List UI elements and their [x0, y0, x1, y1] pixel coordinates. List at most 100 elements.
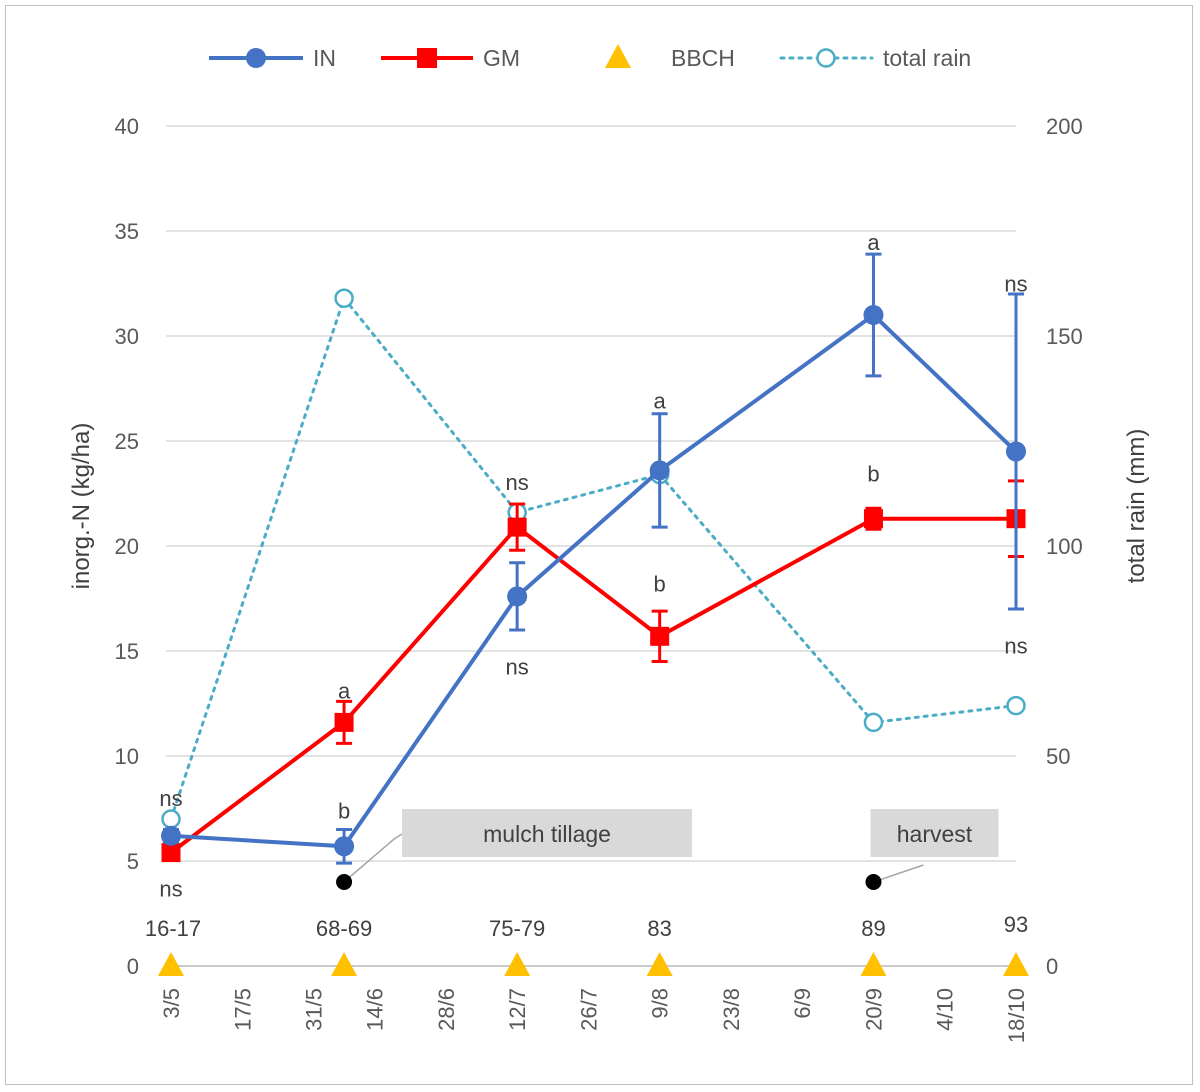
- in-point: [649, 460, 670, 481]
- legend-bbch-label: BBCH: [671, 45, 735, 71]
- x-tick-label: 4/10: [933, 988, 958, 1031]
- sig-gm: ns: [159, 877, 182, 902]
- annotation-leader: [343, 833, 403, 883]
- bbch-marker: [860, 952, 887, 976]
- sig-in: ns: [159, 786, 182, 811]
- x-tick-label: 9/8: [648, 988, 673, 1019]
- annotation-marker: [865, 874, 882, 890]
- annotations: mulch tillage harvest: [336, 809, 999, 890]
- bbch-marker: [331, 952, 358, 976]
- bbch-label: 68-69: [316, 916, 372, 941]
- sig-gm: ns: [506, 470, 529, 495]
- y-tick-label: 40: [115, 114, 139, 139]
- bbch-marker: [504, 952, 531, 976]
- bbch-marker: [646, 952, 673, 976]
- bbch-marker: [1003, 952, 1029, 976]
- gm-point: [161, 843, 181, 863]
- y-axis-right: 0 50 100 150 200: [1046, 114, 1083, 979]
- x-tick-label: 18/10: [1004, 988, 1029, 1043]
- legend-rain-label: total rain: [883, 45, 971, 71]
- annotation-label: harvest: [897, 821, 973, 847]
- x-tick-label: 17/5: [230, 988, 255, 1031]
- chart-frame: 0 5 10 15 20 25 30 35 40 0 50 100 150 200 3/5 17/5 31/…: [5, 5, 1193, 1085]
- y2-tick-label: 50: [1046, 744, 1070, 769]
- chart-svg: 0 5 10 15 20 25 30 35 40 0 50 100 150 200 3/5 17/5 31/…: [68, 44, 1150, 1043]
- x-tick-label: 14/6: [363, 988, 388, 1031]
- legend: IN GM BBCH total rain: [209, 44, 971, 71]
- in-line: [170, 312, 1018, 849]
- series-bbch: 16-17 68-69 75-79 83 89 93: [145, 912, 1029, 976]
- x-axis: 3/5 17/5 31/5 14/6 28/6 12/7 26/7 9/8 23/8 6/9 20/…: [159, 965, 1029, 1043]
- bbch-label: 83: [647, 916, 671, 941]
- rain-point: [161, 809, 181, 829]
- in-point: [161, 825, 181, 846]
- y-axis-title: inorg.-N (kg/ha): [68, 423, 95, 590]
- gm-point: [863, 509, 883, 529]
- bbch-label: 89: [861, 916, 885, 941]
- annotation-box: [870, 809, 999, 857]
- x-tick-label: 28/6: [434, 988, 459, 1031]
- y-tick-label: 30: [115, 324, 139, 349]
- y-tick-label: 15: [115, 639, 139, 664]
- x-tick-label: 26/7: [576, 988, 601, 1031]
- in-point: [334, 836, 355, 857]
- rain-line: [169, 295, 1018, 821]
- y2-axis-title: total rain (mm): [1123, 429, 1150, 584]
- sig-in: b: [338, 798, 350, 823]
- sig-in: a: [867, 230, 880, 255]
- sig-gm: b: [867, 462, 879, 487]
- y-tick-label: 20: [115, 534, 139, 559]
- sig-in: ns: [1004, 272, 1027, 297]
- gm-point: [507, 517, 527, 537]
- x-tick-label: 6/9: [790, 988, 815, 1019]
- x-tick-label: 23/8: [719, 988, 744, 1031]
- legend-in-label: IN: [313, 45, 336, 71]
- x-tick-label: 31/5: [302, 988, 327, 1031]
- series-gm: [161, 479, 1026, 863]
- annotation-leader: [873, 864, 924, 883]
- annotation-marker: [336, 874, 353, 890]
- y-tick-label: 10: [115, 744, 139, 769]
- sig-gm: ns: [1004, 634, 1027, 659]
- sig-gm: a: [338, 678, 351, 703]
- y-tick-label: 0: [127, 954, 139, 979]
- legend-bbch-marker: [605, 44, 631, 68]
- sig-gm: b: [654, 571, 666, 596]
- annotation-box: [402, 809, 693, 857]
- y-tick-label: 25: [115, 429, 139, 454]
- y2-tick-label: 100: [1046, 534, 1083, 559]
- y2-tick-label: 150: [1046, 324, 1083, 349]
- bbch-marker: [158, 952, 184, 976]
- in-point: [507, 586, 528, 607]
- y-tick-label: 35: [115, 219, 139, 244]
- gm-point: [650, 626, 670, 646]
- sig-in: a: [654, 388, 667, 413]
- y-tick-label: 5: [127, 849, 139, 874]
- gm-point: [334, 712, 354, 732]
- rain-point: [1006, 695, 1026, 716]
- y2-tick-label: 200: [1046, 114, 1083, 139]
- y2-tick-label: 0: [1046, 954, 1058, 979]
- legend-in-marker: [246, 48, 266, 68]
- series-in: [161, 252, 1026, 865]
- rain-point: [334, 288, 354, 308]
- x-tick-label: 12/7: [505, 988, 530, 1031]
- x-tick-label: 20/9: [861, 988, 886, 1031]
- significance-letters: ns b ns a a ns ns a ns b b ns: [159, 230, 1027, 902]
- in-point: [863, 305, 884, 325]
- bbch-label: 16-17: [145, 916, 201, 941]
- sig-in: ns: [506, 654, 529, 679]
- legend-rain-marker: [816, 48, 836, 68]
- bbch-label: 75-79: [489, 916, 545, 941]
- x-tick-label: 3/5: [159, 988, 184, 1019]
- series-total-rain: [161, 288, 1026, 829]
- annotation-label: mulch tillage: [483, 821, 611, 847]
- bbch-label: 93: [1004, 912, 1028, 937]
- gm-line: [169, 516, 1016, 855]
- gridlines: [166, 125, 1016, 967]
- legend-gm-marker: [417, 48, 437, 68]
- y-axis-left: 0 5 10 15 20 25 30 35 40: [115, 114, 139, 979]
- in-point: [1006, 441, 1026, 462]
- legend-gm-label: GM: [483, 45, 520, 71]
- rain-point: [863, 712, 884, 733]
